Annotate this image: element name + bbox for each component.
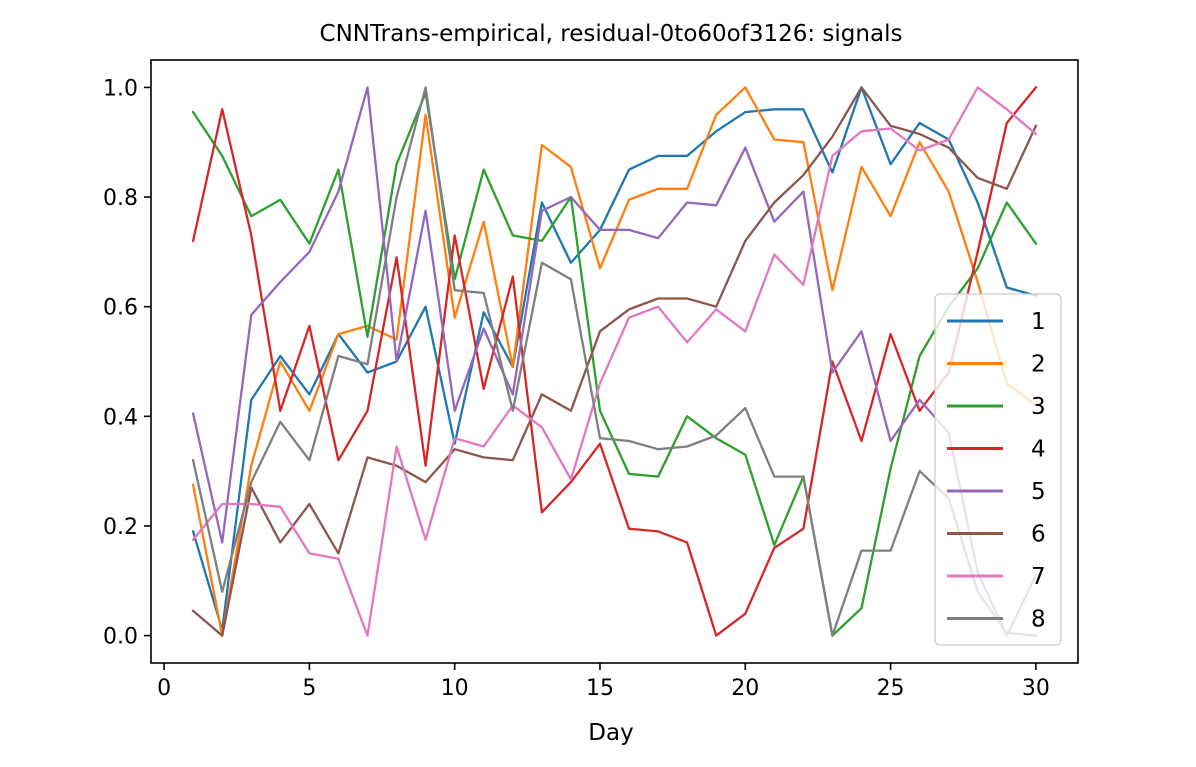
legend-label-1: 1 xyxy=(1031,309,1046,335)
legend-label-8: 8 xyxy=(1031,607,1046,633)
legend: 1 2 3 4 5 6 7 8 xyxy=(934,293,1062,646)
series-line-7 xyxy=(191,86,1038,637)
y-tick-label: 0.2 xyxy=(103,515,138,540)
legend-label-7: 7 xyxy=(1031,564,1046,590)
series-line-5 xyxy=(191,86,1038,637)
legend-label-3: 3 xyxy=(1031,394,1046,420)
y-tick-label: 0.8 xyxy=(103,186,138,211)
legend-label-4: 4 xyxy=(1031,437,1046,463)
y-tick-label: 1.0 xyxy=(103,76,138,101)
legend-label-6: 6 xyxy=(1031,522,1046,548)
series-line-4 xyxy=(191,85,1038,637)
x-tick-label: 30 xyxy=(1022,676,1050,701)
x-tick-label: 20 xyxy=(731,676,759,701)
series-line-8 xyxy=(191,86,1038,637)
series-line-6 xyxy=(191,86,1038,637)
chart-title: CNNTrans-empirical, residual-0to60of3126… xyxy=(320,21,903,47)
x-tick-label: 15 xyxy=(586,676,614,701)
legend-box xyxy=(934,293,1062,646)
series-line-2 xyxy=(191,86,1038,637)
x-axis-label: Day xyxy=(588,720,633,746)
x-tick-label: 25 xyxy=(877,676,905,701)
series-line-3 xyxy=(191,91,1038,637)
legend-label-2: 2 xyxy=(1031,352,1046,378)
y-tick-label: 0.4 xyxy=(103,405,138,430)
legend-label-5: 5 xyxy=(1031,479,1046,505)
y-tick-label: 0.6 xyxy=(103,296,138,321)
series-lines xyxy=(191,85,1038,637)
x-tick-label: 5 xyxy=(302,676,316,701)
plot-frame xyxy=(150,59,1079,664)
y-tick-label: 0.0 xyxy=(103,625,138,650)
x-tick-label: 0 xyxy=(157,676,171,701)
x-tick-label: 10 xyxy=(441,676,469,701)
